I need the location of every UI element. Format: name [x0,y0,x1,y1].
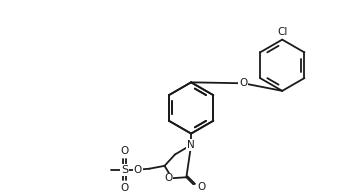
Text: O: O [198,182,206,192]
Text: N: N [187,140,195,150]
Text: S: S [121,165,128,175]
Text: O: O [239,78,247,88]
Text: O: O [164,173,172,183]
Text: O: O [120,146,129,156]
Text: Cl: Cl [277,27,288,37]
Text: O: O [134,165,142,175]
Text: O: O [120,183,129,193]
